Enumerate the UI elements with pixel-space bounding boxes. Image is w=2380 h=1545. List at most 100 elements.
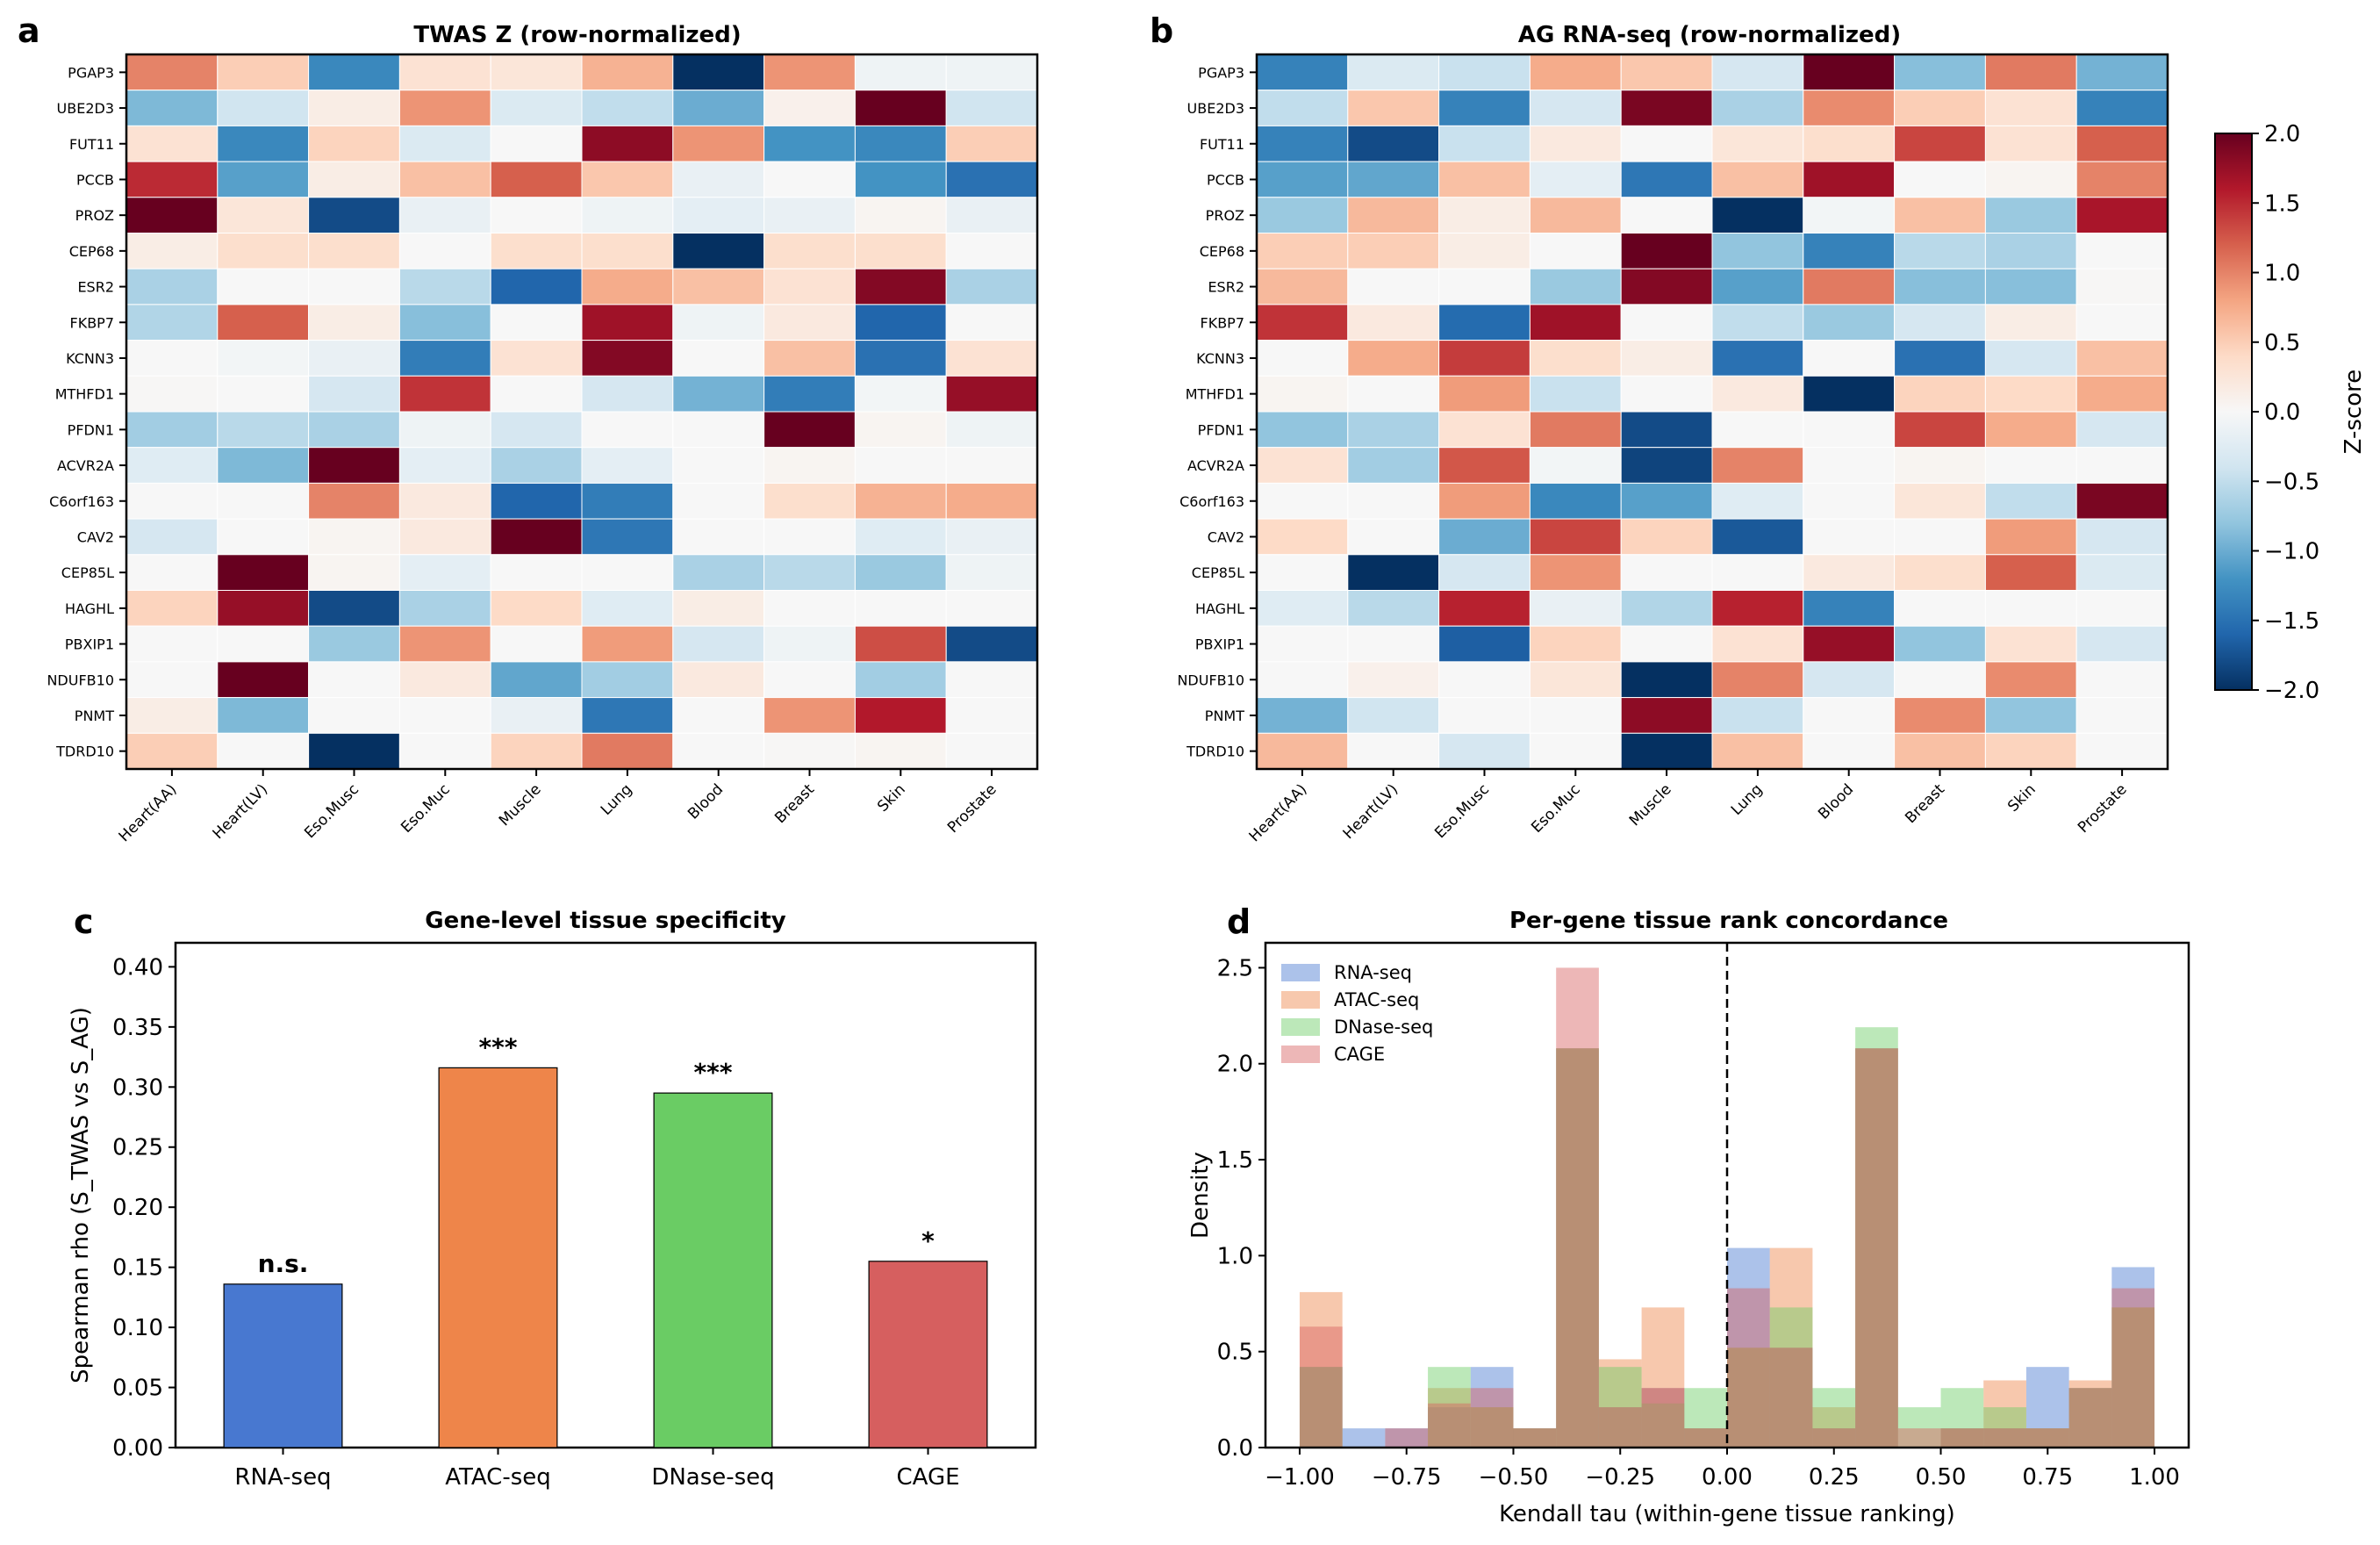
heatmap-cell — [1620, 340, 1713, 377]
heatmap-cell — [308, 233, 400, 269]
heatmap-cell — [581, 518, 674, 556]
heatmap-cell — [1347, 125, 1440, 162]
heatmap-cell — [490, 375, 583, 413]
heatmap-cell — [1529, 447, 1622, 484]
heatmap-cell — [1803, 125, 1896, 162]
heatmap-cell — [1711, 554, 1804, 591]
heatmap-cell — [308, 482, 400, 520]
bar — [438, 1067, 558, 1448]
heatmap-cell — [125, 554, 219, 591]
heatmap-cell — [1620, 125, 1713, 162]
heatmap-cell — [2075, 661, 2169, 699]
heatmap-cell — [1347, 697, 1440, 734]
heatmap-cell — [763, 233, 856, 269]
histogram-bar — [1641, 1403, 1685, 1448]
histogram-bar — [1598, 1407, 1642, 1448]
heatmap-cell — [1529, 54, 1622, 91]
heatmap-cell — [1438, 90, 1531, 126]
histogram-bar — [1897, 1407, 1941, 1448]
heatmap-cell — [1256, 268, 1349, 305]
row-label: CEP85L — [1192, 564, 1244, 581]
column-label: Eso.Muc — [398, 780, 454, 837]
legend-label: DNase-seq — [1334, 1017, 1433, 1038]
heatmap-cell — [490, 697, 583, 734]
histogram-bar — [1727, 1247, 1770, 1448]
row-label: PROZ — [1206, 207, 1244, 224]
panel-b-heatmap: b AG RNA-seq (row-normalized) PGAP3 UBE2D… — [1150, 11, 2367, 845]
heatmap-cell — [398, 197, 491, 234]
heatmap-cell — [581, 697, 674, 734]
heatmap-cell — [1620, 447, 1713, 484]
histogram-bar — [1513, 1428, 1557, 1448]
heatmap-cell — [125, 518, 219, 556]
heatmap-cell — [1620, 732, 1713, 770]
heatmap-cell — [490, 304, 583, 341]
heatmap-cell — [217, 518, 310, 556]
plot-frame — [174, 941, 1037, 1449]
heatmap-cell — [1894, 661, 1986, 699]
row-label: CEP85L — [61, 564, 114, 581]
heatmap-cell — [1620, 625, 1713, 663]
heatmap-cell — [1438, 411, 1531, 449]
row-label: MTHFD1 — [1186, 386, 1244, 403]
heatmap-cell — [1620, 411, 1713, 449]
heatmap-cell — [1711, 375, 1804, 413]
heatmap-cell — [763, 518, 856, 556]
heatmap-cell — [125, 340, 219, 377]
heatmap-cell — [1984, 233, 2077, 269]
heatmap-cell — [125, 268, 219, 305]
histogram-bar — [1513, 1428, 1557, 1448]
heatmap-cell — [945, 732, 1038, 770]
heatmap-cell — [1438, 161, 1531, 198]
heatmap-cell — [1984, 340, 2077, 377]
heatmap-cell — [581, 233, 674, 269]
row-label: CAV2 — [1208, 528, 1244, 545]
heatmap-cell — [1803, 590, 1896, 627]
heatmap-cell — [217, 304, 310, 341]
heatmap-cell — [1529, 590, 1622, 627]
row-label: PBXIP1 — [1195, 636, 1244, 653]
heatmap-cell — [945, 482, 1038, 520]
row-label: HAGHL — [1195, 600, 1244, 617]
heatmap-cell — [1711, 340, 1804, 377]
heatmap-cell — [2075, 197, 2169, 234]
heatmap-cell — [945, 304, 1038, 341]
heatmap-cell — [1803, 375, 1896, 413]
histogram-bar — [2025, 1428, 2069, 1448]
heatmap-cell — [490, 90, 583, 126]
heatmap-cell — [1984, 411, 2077, 449]
heatmap-cell — [945, 447, 1038, 484]
heatmap-cell — [2075, 375, 2169, 413]
heatmap-cell — [1711, 518, 1804, 556]
heatmap-cell — [1347, 411, 1440, 449]
significance-label: *** — [479, 1032, 518, 1061]
y-tick-label: 1.5 — [1217, 1147, 1253, 1174]
histogram-bar — [1299, 1291, 1343, 1448]
heatmap-cell — [1347, 304, 1440, 341]
column-label: Eso.Muc — [1528, 780, 1584, 837]
heatmap-cell — [1984, 304, 2077, 341]
column-label: Blood — [1815, 780, 1857, 823]
column-label: Heart(AA) — [116, 780, 181, 845]
heatmap-cell — [1529, 125, 1622, 162]
heatmap-cell — [1620, 554, 1713, 591]
heatmap-cell — [1894, 268, 1986, 305]
heatmap-cell — [672, 268, 765, 305]
heatmap-cell — [945, 518, 1038, 556]
histogram-bar — [1428, 1407, 1471, 1448]
column-label: Skin — [2004, 780, 2039, 816]
heatmap-cell — [1894, 590, 1986, 627]
legend-swatch — [1281, 1046, 1320, 1063]
heatmap-cell — [1256, 732, 1349, 770]
y-tick-label: 0.00 — [112, 1435, 163, 1462]
heatmap-cell — [398, 625, 491, 663]
heatmap-cell — [2075, 90, 2169, 126]
y-tick-label: 0.5 — [1217, 1340, 1253, 1366]
heatmap-cell — [1256, 518, 1349, 556]
y-tick-label: 0.15 — [112, 1255, 163, 1282]
column-label: Lung — [1728, 780, 1766, 818]
y-tick-label: 0.05 — [112, 1376, 163, 1402]
histogram-bar — [1513, 1428, 1557, 1448]
row-label: CAV2 — [77, 528, 114, 545]
heatmap-cell — [2075, 625, 2169, 663]
